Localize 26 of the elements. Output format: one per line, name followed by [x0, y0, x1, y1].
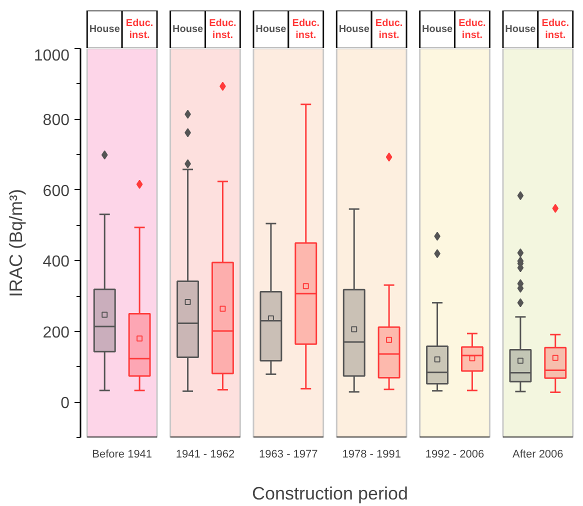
text: House [338, 24, 370, 35]
y-tick-label: 200 [42, 324, 70, 342]
text: Educ. inst. [126, 18, 154, 42]
text: Educ. inst. [292, 18, 320, 42]
y-tick-label: 1000 [34, 48, 70, 64]
text: House [505, 24, 536, 35]
x-tick-label: 1941 - 1962 [176, 448, 235, 460]
text: House [89, 24, 120, 35]
y-tick-label: 600 [42, 182, 70, 200]
x-tick-label: 1992 - 2006 [425, 448, 484, 460]
text: House [172, 24, 204, 35]
x-tick-label: After 2006 [512, 448, 564, 460]
text: House [422, 24, 453, 35]
y-tick-label: 800 [42, 112, 70, 130]
text: Educ. inst. [458, 18, 486, 42]
x-tick-label: 1963 - 1977 [259, 448, 318, 460]
text: House [256, 24, 286, 35]
y-tick-label: 0 [60, 395, 70, 412]
text: Educ. inst. [375, 18, 403, 42]
text: Educ. inst. [542, 18, 570, 42]
y-axis-title: IRAC (Bq/m³) [6, 189, 26, 297]
text: Educ. inst. [209, 18, 236, 42]
x-tick-label: Before 1941 [92, 448, 152, 460]
y-tick-label: 400 [42, 254, 70, 271]
x-axis-title: Construction period [252, 484, 408, 504]
x-tick-label: 1978 - 1991 [342, 448, 401, 460]
